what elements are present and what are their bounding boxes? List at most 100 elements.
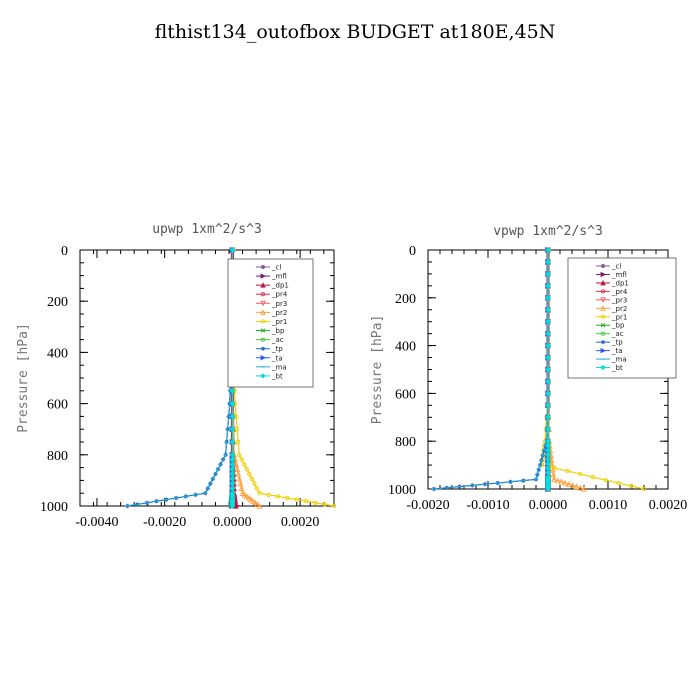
series-marker <box>243 493 250 500</box>
series-marker <box>551 476 557 483</box>
series-marker <box>600 263 606 269</box>
legend-label: _bt <box>271 372 283 380</box>
series-marker <box>294 497 299 502</box>
series_tp <box>431 247 551 492</box>
legend-label: _pr1 <box>271 318 287 326</box>
series-marker <box>545 342 551 349</box>
series-marker <box>566 481 572 487</box>
series-marker <box>285 495 290 501</box>
series-marker <box>229 413 236 420</box>
x-tick-label: 0.0000 <box>529 498 568 513</box>
series-marker <box>235 470 242 477</box>
series-marker <box>578 471 583 477</box>
series-marker <box>545 402 551 409</box>
series-marker <box>256 502 263 509</box>
legend-label: _tp <box>611 339 623 347</box>
legend-label: _pr2 <box>271 309 287 317</box>
series-marker <box>236 452 242 458</box>
y-tick-label: 0 <box>61 244 68 259</box>
y-tick-label: 1000 <box>388 483 416 498</box>
series-marker <box>562 479 569 486</box>
series-marker <box>236 475 243 482</box>
series-marker <box>616 480 621 486</box>
figure-title: flthist134_outofbox BUDGET at180E,45N <box>155 21 556 43</box>
series-marker <box>577 484 584 491</box>
series-marker <box>590 474 596 480</box>
series-marker <box>257 490 262 496</box>
series-marker <box>600 271 607 278</box>
series-marker <box>545 366 551 373</box>
y-tick-label: 200 <box>47 295 68 310</box>
x-tick-label: 0.0020 <box>281 515 320 530</box>
series-marker <box>303 498 309 504</box>
y-tick-label: 600 <box>395 387 416 402</box>
series-marker <box>245 494 252 501</box>
series-marker <box>641 486 647 492</box>
series-marker <box>600 305 606 311</box>
x-tick-label: -0.0020 <box>143 515 186 530</box>
series-marker <box>545 259 551 265</box>
series-marker <box>260 328 266 333</box>
legend-label: _ta <box>271 354 283 362</box>
series-marker <box>254 501 261 508</box>
series-line <box>433 250 549 490</box>
series-marker <box>260 373 266 379</box>
legend-label: _pr3 <box>611 296 627 304</box>
legend-label: _bp <box>611 322 625 330</box>
series-marker <box>260 282 266 288</box>
panel-vpwp: vpwp 1xm^2/s^3 Pressure [hPa] 0 200 400 600 80… <box>370 224 687 513</box>
y-axis-label: Pressure [hPa] <box>16 323 31 433</box>
series-marker <box>229 439 236 445</box>
series-marker <box>554 477 561 484</box>
y-tick-label: 400 <box>47 346 68 361</box>
series-marker <box>260 300 266 307</box>
series-marker <box>260 273 267 279</box>
series-marker <box>229 400 236 407</box>
panel-title: upwp 1xm^2/s^3 <box>152 222 262 237</box>
series-marker <box>249 476 255 482</box>
series-marker <box>229 503 236 509</box>
series-marker <box>565 468 570 474</box>
series-marker <box>235 439 241 445</box>
series-marker <box>545 414 551 421</box>
series_ma <box>431 249 551 490</box>
series-marker <box>600 314 606 319</box>
legend-label: _pr2 <box>611 305 627 313</box>
series-marker <box>331 503 337 509</box>
series_bt <box>545 247 551 492</box>
series-marker <box>600 297 606 303</box>
legend-label: _bt <box>611 364 623 372</box>
series-marker <box>247 471 252 477</box>
series-marker <box>545 354 551 361</box>
x-tick-label: -0.0040 <box>75 515 118 530</box>
series-marker <box>238 485 245 492</box>
legend-label: _cl <box>611 263 621 271</box>
legend-label: _mfl <box>611 271 627 279</box>
series-marker <box>545 294 551 301</box>
series-marker <box>552 465 557 471</box>
legend-label: _pr4 <box>611 288 628 296</box>
panel-title: vpwp 1xm^2/s^3 <box>493 224 603 239</box>
series-marker <box>313 500 318 506</box>
series-marker <box>260 292 266 297</box>
series-marker <box>234 465 241 472</box>
y-tick-label: 800 <box>47 449 68 464</box>
legend-label: _pr1 <box>611 313 627 321</box>
legend-label: _pr4 <box>271 291 288 299</box>
series-marker <box>229 426 236 433</box>
legend-label: _pr3 <box>271 300 287 308</box>
legend-label: _ta <box>611 347 623 355</box>
series-marker <box>252 499 259 506</box>
series-marker <box>260 355 267 361</box>
series-marker <box>545 390 551 397</box>
legend-label: _bp <box>271 327 285 335</box>
y-tick-label: 800 <box>395 435 416 450</box>
series-marker <box>545 378 551 385</box>
x-tick-label: -0.0010 <box>466 498 509 513</box>
x-tick-label: 0.0010 <box>589 498 628 513</box>
panel-upwp: upwp 1xm^2/s^3 Pressure [hPa] 0 200 400 600 80… <box>16 222 337 530</box>
x-tick-label: 0.0020 <box>649 498 688 513</box>
series-marker <box>545 283 551 289</box>
series-marker <box>250 497 257 504</box>
